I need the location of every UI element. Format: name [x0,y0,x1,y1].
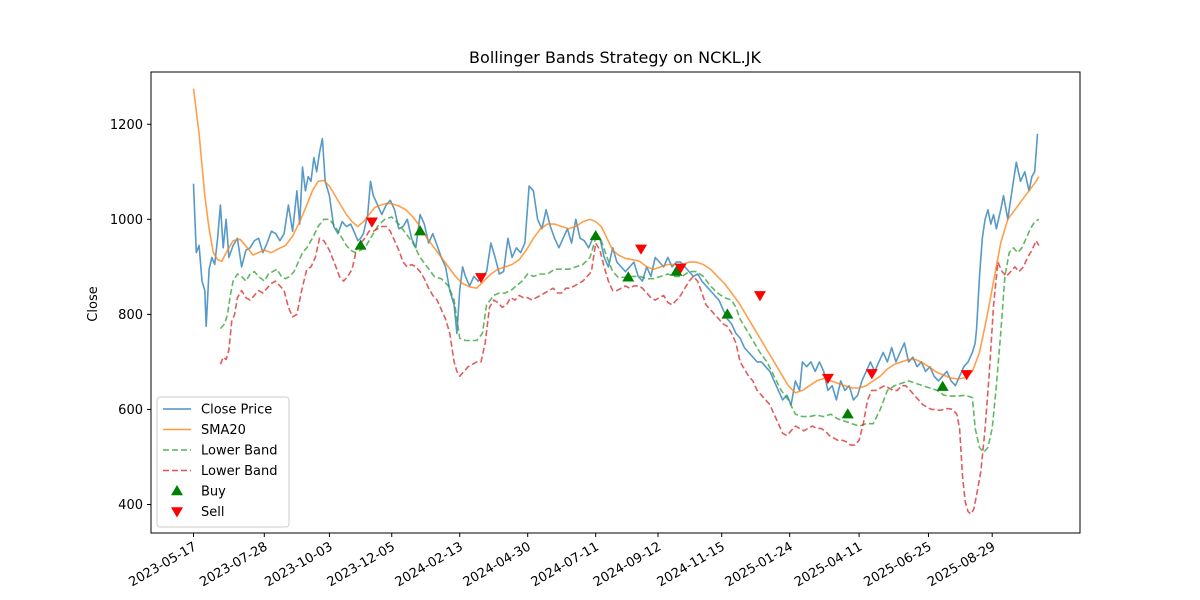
plot-frame [150,71,1081,534]
y-tick-label: 1000 [110,213,143,228]
y-tick-label: 800 [118,308,143,323]
buy-marker [936,380,949,391]
buy-marker [354,239,367,250]
lower-band-line [219,225,1040,515]
sma20-line [192,88,1040,394]
y-tick-label: 400 [118,498,143,513]
y-tick-label: 1200 [110,118,143,133]
buy-marker [670,265,683,276]
sell-marker [674,263,687,274]
buy-marker [721,308,734,319]
buy-marker [622,271,635,282]
legend-label: Lower Band [201,444,277,459]
legend-swatch [171,485,183,496]
plot-area [192,88,1040,515]
sell-marker [821,373,834,385]
legend-label: Close Price [201,403,272,418]
legend-label: Lower Band [201,464,277,479]
close-price-line [192,133,1039,406]
buy-marker [414,225,427,236]
sell-marker [634,244,647,255]
legend: Close Price SMA20 Lower Band Lower Band Buy S… [156,396,290,528]
sell-marker [960,370,973,381]
legend-swatch [171,507,183,518]
upper-band-line [219,216,1040,453]
chart-title: Bollinger Bands Strategy on NCKL.JK [469,48,761,67]
buy-marker [841,408,854,419]
y-axis-label: Close [86,286,101,321]
sell-marker [365,217,378,228]
legend-label: Sell [201,505,224,520]
sell-marker [753,291,766,302]
legend-label: Buy [201,485,226,500]
sell-marker [474,273,487,284]
buy-marker [589,229,602,241]
y-tick-label: 600 [118,403,143,418]
sell-marker [865,369,878,380]
legend-label: SMA20 [201,423,246,438]
